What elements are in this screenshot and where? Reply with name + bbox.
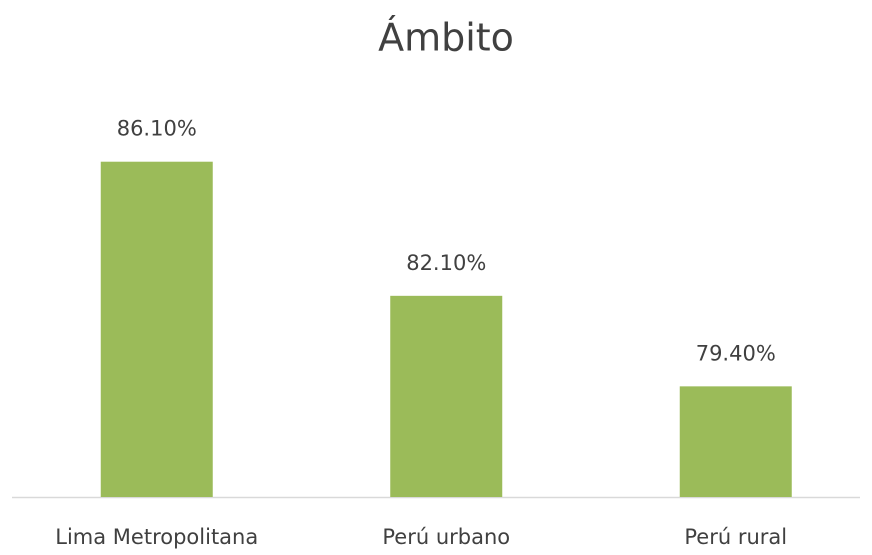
bar (100, 161, 213, 498)
bar (679, 386, 792, 497)
bar (390, 295, 503, 497)
data-label: 79.40% (696, 341, 776, 365)
x-tick-label: Perú rural (684, 525, 787, 549)
chart-title: Ámbito (378, 16, 514, 60)
data-label: 82.10% (406, 251, 486, 275)
x-tick-label: Perú urbano (382, 525, 510, 549)
data-label: 86.10% (117, 117, 197, 141)
x-tick-label: Lima Metropolitana (55, 525, 258, 549)
